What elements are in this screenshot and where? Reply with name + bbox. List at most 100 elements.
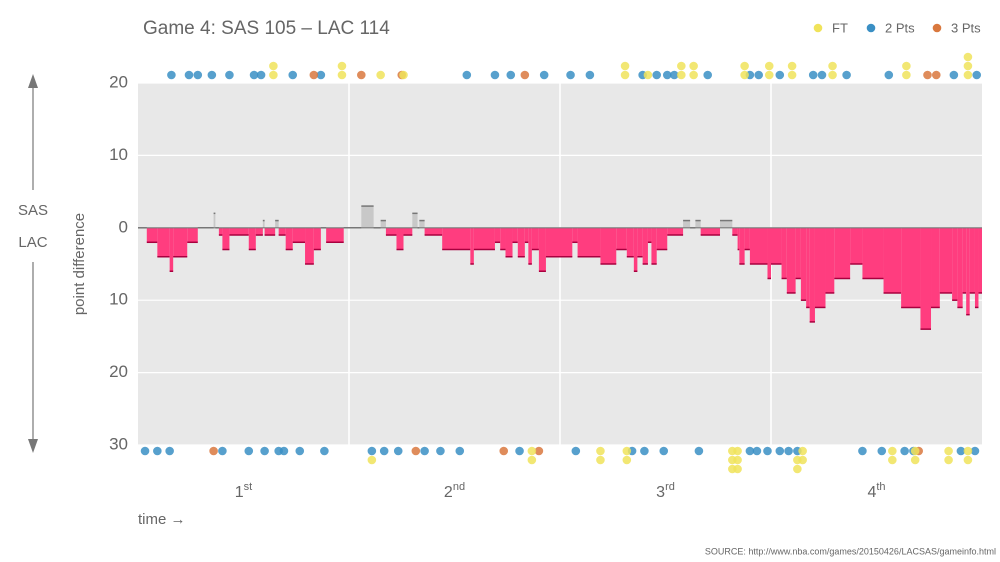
y-tick-label: 20	[109, 72, 128, 91]
score-dot	[165, 446, 174, 456]
score-dot	[295, 446, 305, 456]
score-dot	[689, 61, 698, 71]
score-dot	[652, 70, 662, 80]
score-dot	[733, 455, 742, 465]
step-bar	[966, 227, 970, 315]
score-dot	[643, 70, 653, 80]
step-bar	[218, 227, 223, 236]
score-dot	[316, 70, 326, 80]
score-dot	[784, 446, 793, 456]
score-dot	[571, 446, 581, 456]
score-dot	[944, 446, 953, 456]
score-dot	[337, 61, 347, 71]
score-dot	[566, 70, 575, 80]
side-label: SAS	[18, 202, 48, 219]
source: SOURCE: http://www.nba.com/games/2015042…	[705, 546, 996, 556]
score-dot	[703, 70, 712, 80]
step-bar	[424, 227, 443, 236]
score-dot	[808, 70, 818, 80]
arrow-head	[28, 74, 38, 88]
quarter-number: 1	[235, 484, 244, 501]
step-bar	[637, 227, 643, 257]
quarter-suffix: th	[876, 481, 885, 493]
step-bar	[419, 220, 425, 228]
step-bar	[146, 227, 158, 243]
score-dot	[923, 70, 932, 80]
quarter-number: 3	[656, 484, 665, 501]
step-bar	[173, 227, 188, 257]
step-bar	[442, 227, 471, 250]
score-dot	[490, 70, 500, 80]
step-bar	[473, 227, 495, 250]
score-dot	[677, 61, 686, 71]
score-dot	[910, 446, 920, 456]
step-bar	[326, 227, 344, 243]
score-dot	[787, 70, 797, 80]
y-tick-label: 10	[109, 290, 128, 309]
step-bar	[213, 213, 216, 228]
score-dot	[910, 455, 920, 465]
score-dot	[225, 70, 234, 80]
score-dot	[288, 70, 298, 80]
score-dot	[902, 61, 911, 71]
score-dot	[269, 70, 278, 80]
step-bar	[850, 227, 863, 264]
score-dot	[963, 455, 973, 465]
score-dot	[842, 70, 851, 80]
score-dot	[877, 446, 887, 456]
step-bar	[814, 227, 826, 308]
step-bar	[626, 227, 634, 257]
step-bar	[800, 227, 807, 301]
legend-label: 2 Pts	[885, 20, 915, 35]
score-dot	[798, 446, 807, 456]
step-bar	[385, 227, 397, 236]
step-bar	[786, 227, 796, 293]
score-dot	[858, 446, 867, 456]
score-dot	[752, 446, 762, 456]
step-bar	[278, 227, 286, 236]
step-bar	[656, 227, 668, 250]
step-bar	[505, 227, 513, 257]
score-dot	[956, 446, 966, 456]
score-dot	[367, 455, 377, 465]
score-dot	[420, 446, 429, 456]
step-bar	[494, 227, 501, 243]
y-tick-label: 20	[109, 362, 128, 381]
score-dot	[534, 446, 544, 456]
score-dot	[963, 70, 973, 80]
step-bar	[920, 227, 932, 330]
step-bar	[952, 227, 958, 301]
score-dot	[733, 446, 742, 456]
score-dot	[244, 446, 254, 456]
step-bar	[361, 206, 374, 228]
step-bar	[962, 227, 967, 293]
score-dot	[970, 446, 980, 456]
step-bar	[720, 220, 733, 228]
step-bar	[229, 227, 249, 236]
score-dot	[662, 70, 672, 80]
score-dot	[399, 70, 408, 80]
score-dot	[455, 446, 465, 456]
step-bar	[248, 227, 256, 250]
quarter-suffix: nd	[453, 481, 465, 493]
step-bar	[412, 213, 418, 228]
score-dot	[828, 61, 837, 71]
step-bar	[744, 227, 750, 250]
step-bar	[512, 227, 518, 243]
step-bar	[545, 227, 573, 257]
score-dot	[689, 70, 698, 80]
x-axis-label: time →	[138, 511, 186, 528]
step-bar	[313, 227, 321, 250]
step-bar	[651, 227, 657, 264]
step-bar	[187, 227, 198, 243]
y-axis-label: point difference	[71, 213, 88, 315]
score-dot	[659, 446, 669, 456]
arrow-head	[28, 439, 38, 453]
score-dot	[596, 446, 605, 456]
step-bar	[883, 227, 902, 293]
score-dot	[140, 446, 150, 456]
score-dot	[506, 70, 516, 80]
score-dot	[763, 446, 772, 456]
step-bar	[470, 227, 474, 264]
side-label: LAC	[18, 234, 47, 251]
